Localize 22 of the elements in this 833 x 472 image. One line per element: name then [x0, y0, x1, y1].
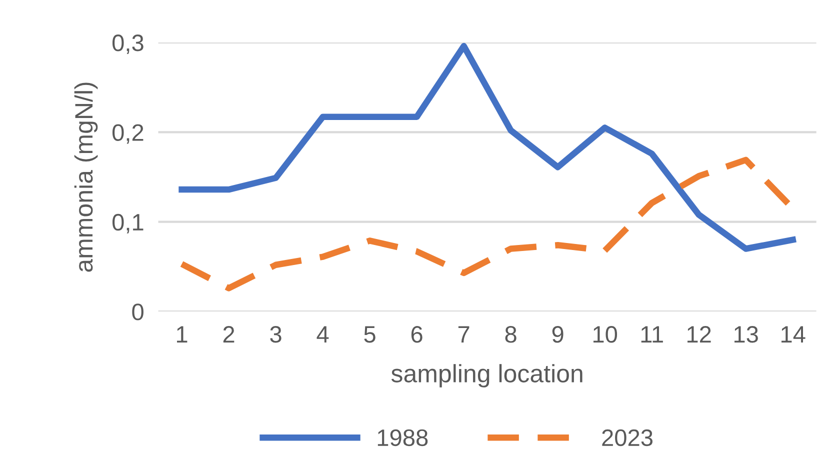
legend-label: 2023: [602, 429, 652, 446]
x-tick-label: 12: [688, 326, 711, 343]
x-tick-label: 13: [734, 326, 758, 343]
y-tick-label: 0,1: [112, 214, 144, 234]
y-tick-label: 0: [132, 304, 144, 320]
x-tick-label: 6: [411, 326, 422, 343]
x-tick-label: 5: [364, 326, 376, 343]
x-tick-label: 2: [223, 326, 234, 343]
x-tick-label: 11: [641, 326, 663, 343]
x-tick-label: 14: [782, 326, 806, 343]
legend-label: 1988: [378, 429, 428, 446]
y-tick-label: 0,3: [112, 34, 144, 54]
y-tick-label: 0,2: [112, 124, 144, 144]
x-tick-label: 7: [458, 326, 470, 343]
x-tick-label: 1: [177, 326, 188, 343]
x-tick-label: 10: [593, 326, 618, 343]
x-tick-label: 4: [316, 326, 329, 343]
x-tick-label: 8: [505, 326, 516, 343]
x-tick-label: 9: [552, 326, 564, 343]
y-axis-title: ammonia (mgN/l): [74, 82, 98, 272]
x-tick-label: 3: [270, 326, 282, 343]
x-axis-title: sampling location: [391, 364, 582, 388]
